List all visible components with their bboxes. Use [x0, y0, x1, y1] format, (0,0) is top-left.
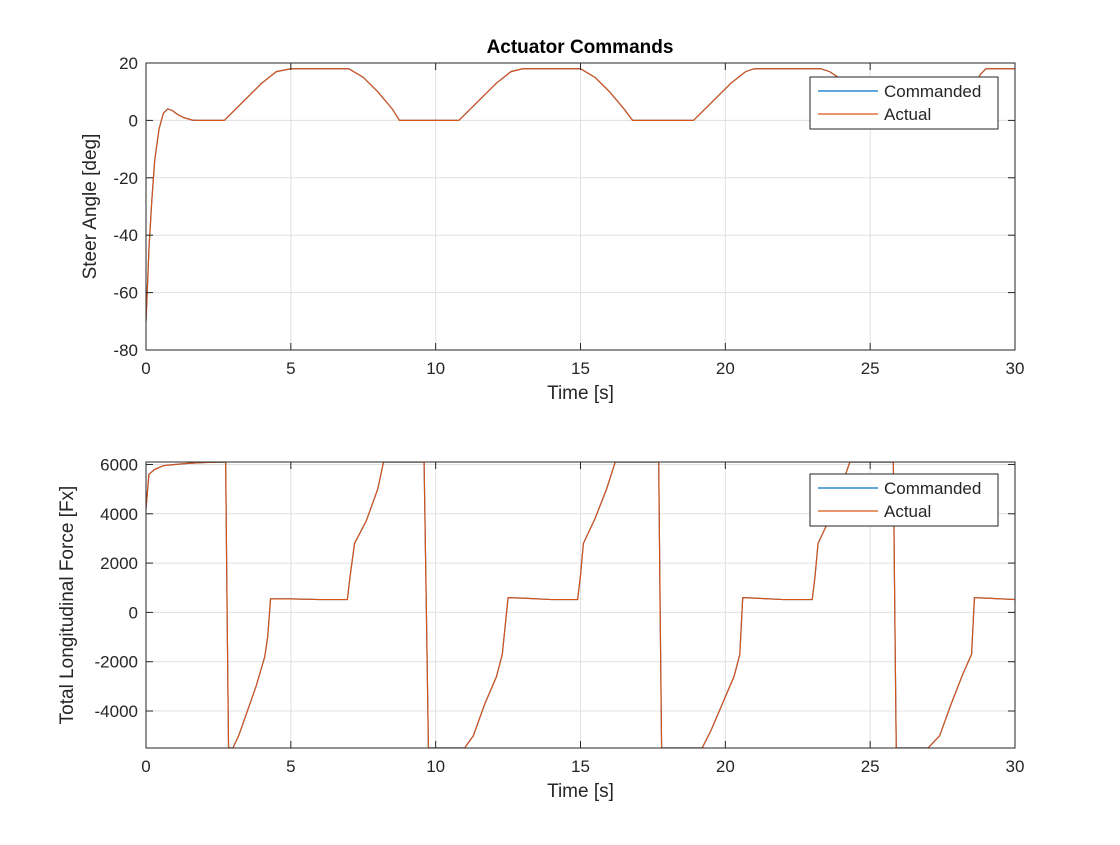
y-tick-label: 20 [119, 54, 138, 73]
x-tick-label: 0 [141, 359, 150, 378]
x-tick-label: 10 [426, 757, 445, 776]
x-tick-label: 15 [571, 359, 590, 378]
steer-angle-plot: 0 5 10 15 20 25 30 -80 -60 -40 -20 0 20 Time [s] Steer… [80, 54, 1024, 404]
legend-entry-commanded: Commanded [884, 479, 981, 498]
legend-entry-actual: Actual [884, 105, 931, 124]
x-tick-label: 20 [716, 359, 735, 378]
x-tick-label: 10 [426, 359, 445, 378]
legend-entry-commanded: Commanded [884, 82, 981, 101]
y-tick-label: 4000 [100, 505, 138, 524]
x-axis-label: Time [s] [547, 383, 614, 404]
legend-box [809, 76, 999, 130]
y-tick-label: 6000 [100, 455, 138, 474]
series-line-actual [146, 68, 1015, 322]
x-tick-label: 5 [286, 359, 295, 378]
x-tick-label: 25 [861, 757, 880, 776]
legend: Commanded Actual [809, 473, 999, 527]
x-tick-label: 0 [141, 757, 150, 776]
y-tick-label: 2000 [100, 554, 138, 573]
x-tick-label: 5 [286, 757, 295, 776]
series-line-actual [146, 462, 1015, 748]
legend-box [809, 473, 999, 527]
y-axis-label: Steer Angle [deg] [80, 134, 101, 280]
x-tick-label: 15 [571, 757, 590, 776]
y-axis-label: Total Longitudinal Force [Fx] [57, 486, 78, 725]
figure-title: Actuator Commands [487, 37, 674, 58]
legend-entry-actual: Actual [884, 502, 931, 521]
x-axis-label: Time [s] [547, 781, 614, 802]
y-tick-label: -2000 [95, 653, 138, 672]
y-tick-label: -4000 [95, 702, 138, 721]
x-tick-label: 20 [716, 757, 735, 776]
x-tick-label: 30 [1006, 359, 1025, 378]
y-tick-label: -60 [113, 284, 138, 303]
longitudinal-force-plot: 0 5 10 15 20 25 30 -4000 -2000 0 2000 4000 6000 Time … [57, 455, 1024, 802]
y-tick-label: 0 [129, 111, 138, 130]
y-tick-label: -80 [113, 341, 138, 360]
y-tick-label: -20 [113, 169, 138, 188]
y-tick-label: -40 [113, 226, 138, 245]
y-tick-label: 0 [129, 603, 138, 622]
x-tick-label: 25 [861, 359, 880, 378]
x-tick-label: 30 [1006, 757, 1025, 776]
legend: Commanded Actual [809, 76, 999, 130]
